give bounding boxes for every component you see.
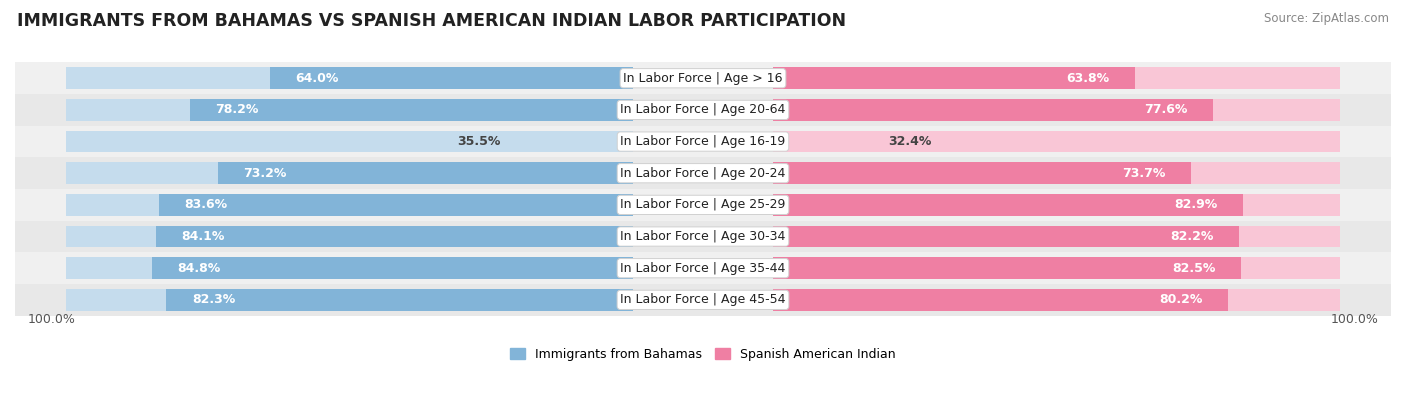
Text: 100.0%: 100.0%	[1330, 313, 1378, 326]
Bar	[15, 189, 1391, 221]
Bar	[66, 162, 633, 184]
Bar	[15, 221, 1391, 252]
Bar	[66, 289, 633, 310]
Text: 83.6%: 83.6%	[184, 198, 228, 211]
Text: 82.3%: 82.3%	[191, 293, 235, 307]
Text: 77.6%: 77.6%	[1144, 103, 1188, 117]
Text: 100.0%: 100.0%	[28, 313, 76, 326]
Bar	[15, 94, 1391, 126]
Bar	[773, 68, 1340, 89]
Text: In Labor Force | Age > 16: In Labor Force | Age > 16	[623, 72, 783, 85]
Bar	[66, 131, 633, 152]
Text: 84.8%: 84.8%	[177, 262, 221, 275]
Text: 82.5%: 82.5%	[1173, 262, 1215, 275]
Bar	[773, 162, 1191, 184]
Bar	[66, 99, 633, 120]
Bar	[15, 252, 1391, 284]
Text: 78.2%: 78.2%	[215, 103, 259, 117]
Bar	[773, 99, 1213, 120]
Text: 73.7%: 73.7%	[1122, 167, 1166, 180]
Text: In Labor Force | Age 16-19: In Labor Force | Age 16-19	[620, 135, 786, 148]
Text: In Labor Force | Age 20-24: In Labor Force | Age 20-24	[620, 167, 786, 180]
Bar	[15, 284, 1391, 316]
Text: 80.2%: 80.2%	[1159, 293, 1202, 307]
Bar	[773, 289, 1340, 310]
Bar	[773, 131, 956, 152]
Text: 32.4%: 32.4%	[889, 135, 931, 148]
Bar	[773, 226, 1239, 247]
Text: 64.0%: 64.0%	[295, 72, 339, 85]
Bar	[773, 162, 1340, 184]
Bar	[773, 226, 1340, 247]
Text: In Labor Force | Age 25-29: In Labor Force | Age 25-29	[620, 198, 786, 211]
Bar	[15, 157, 1391, 189]
Text: 73.2%: 73.2%	[243, 167, 287, 180]
Text: In Labor Force | Age 45-54: In Labor Force | Age 45-54	[620, 293, 786, 307]
Bar	[190, 99, 633, 120]
Text: In Labor Force | Age 30-34: In Labor Force | Age 30-34	[620, 230, 786, 243]
Bar	[166, 289, 633, 310]
Bar	[773, 99, 1340, 120]
Bar	[773, 258, 1241, 279]
Bar	[159, 194, 633, 216]
Text: 35.5%: 35.5%	[457, 135, 501, 148]
Bar	[218, 162, 633, 184]
Text: IMMIGRANTS FROM BAHAMAS VS SPANISH AMERICAN INDIAN LABOR PARTICIPATION: IMMIGRANTS FROM BAHAMAS VS SPANISH AMERI…	[17, 12, 846, 30]
Bar	[152, 258, 633, 279]
Bar	[773, 68, 1135, 89]
Bar	[773, 289, 1227, 310]
Text: In Labor Force | Age 20-64: In Labor Force | Age 20-64	[620, 103, 786, 117]
Bar	[66, 194, 633, 216]
Bar	[66, 68, 633, 89]
Text: 84.1%: 84.1%	[181, 230, 225, 243]
Text: In Labor Force | Age 35-44: In Labor Force | Age 35-44	[620, 262, 786, 275]
Bar	[773, 131, 1340, 152]
Text: 82.2%: 82.2%	[1170, 230, 1213, 243]
Bar	[773, 194, 1243, 216]
Text: 82.9%: 82.9%	[1174, 198, 1218, 211]
Bar	[270, 68, 633, 89]
Bar	[773, 194, 1340, 216]
Bar	[773, 258, 1340, 279]
Bar	[432, 131, 633, 152]
Bar	[15, 126, 1391, 157]
Bar	[156, 226, 633, 247]
Bar	[66, 226, 633, 247]
Bar	[15, 62, 1391, 94]
Legend: Immigrants from Bahamas, Spanish American Indian: Immigrants from Bahamas, Spanish America…	[505, 343, 901, 366]
Text: Source: ZipAtlas.com: Source: ZipAtlas.com	[1264, 12, 1389, 25]
Bar	[66, 258, 633, 279]
Text: 63.8%: 63.8%	[1066, 72, 1109, 85]
